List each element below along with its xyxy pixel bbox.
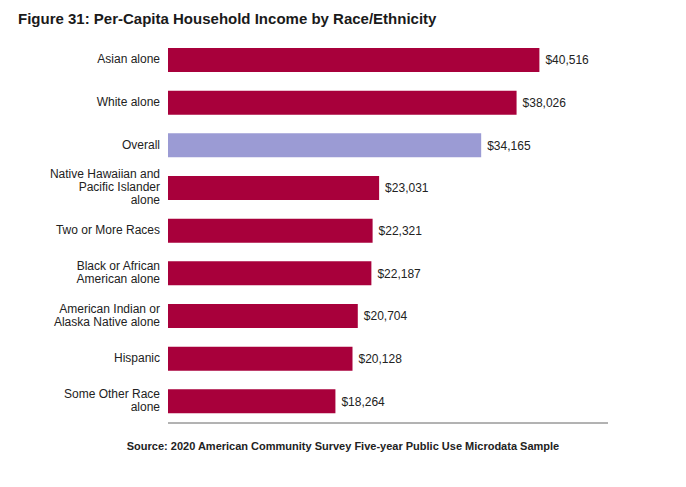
svg-text:$22,321: $22,321 xyxy=(379,224,423,238)
svg-text:$18,264: $18,264 xyxy=(341,395,385,409)
svg-text:$20,704: $20,704 xyxy=(364,309,408,323)
html-text:Figure 31: Per-Capita Househol: Figure 31: Per-Capita Household Income b… xyxy=(18,10,437,27)
html-text:Source: 2020 American Communit: Source: 2020 American Community Survey F… xyxy=(126,440,560,452)
svg-text:$34,165: $34,165 xyxy=(487,139,531,153)
svg-text:Black or AfricanAmerican alone: Black or AfricanAmerican alone xyxy=(77,259,161,286)
svg-text:American Indian orAlaska Nativ: American Indian orAlaska Native alone xyxy=(54,302,160,329)
svg-text:Native Hawaiian andPacific Isl: Native Hawaiian andPacific Islanderalone xyxy=(50,168,160,208)
svg-text:Hispanic: Hispanic xyxy=(114,351,160,365)
svg-text:White alone: White alone xyxy=(97,95,161,109)
svg-text:$23,031: $23,031 xyxy=(385,181,429,195)
svg-text:$22,187: $22,187 xyxy=(377,267,421,281)
svg-text:$40,516: $40,516 xyxy=(545,53,589,67)
svg-text:Overall: Overall xyxy=(122,138,160,152)
svg-text:Asian alone: Asian alone xyxy=(97,53,160,67)
svg-text:Two or More Races: Two or More Races xyxy=(56,223,160,237)
svg-text:$20,128: $20,128 xyxy=(359,352,403,366)
svg-text:$38,026: $38,026 xyxy=(523,96,567,110)
svg-text:Some Other Racealone: Some Other Racealone xyxy=(64,387,160,414)
